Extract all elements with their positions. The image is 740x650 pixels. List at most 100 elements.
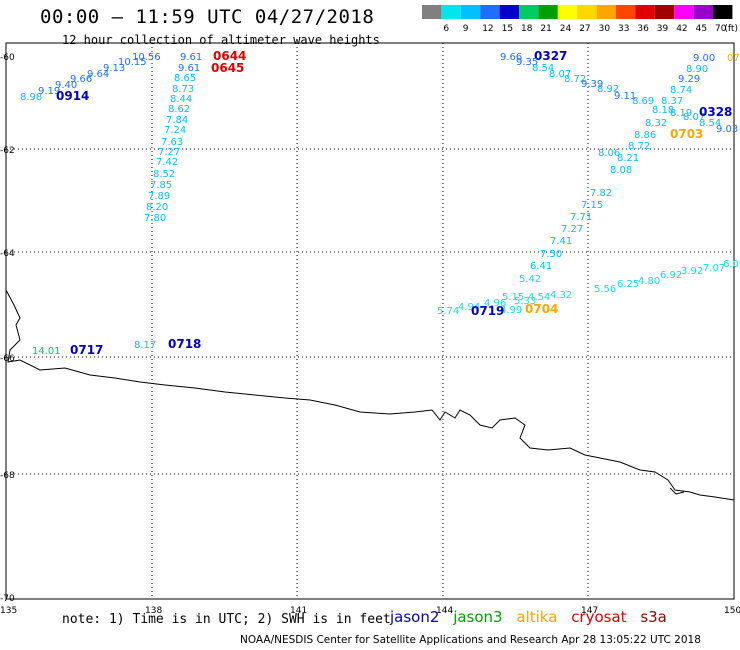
swh-reading: 9.61 bbox=[180, 52, 202, 63]
lon-label: 147 bbox=[581, 606, 598, 616]
swh-reading: 9.11 bbox=[614, 91, 636, 102]
swh-reading: 8.07 bbox=[549, 69, 571, 80]
swh-reading: 7.41 bbox=[550, 236, 572, 247]
swh-reading: 5.15 bbox=[502, 292, 524, 303]
pass-time: 0718 bbox=[168, 337, 201, 351]
color-scale-label: 15 bbox=[502, 24, 513, 34]
color-scale-label: 45 bbox=[696, 24, 707, 34]
swh-reading: 8.72 bbox=[564, 74, 586, 85]
swh-reading: 4.94 bbox=[458, 302, 480, 313]
color-scale-label: 30 bbox=[599, 24, 611, 34]
color-swatch bbox=[674, 5, 694, 19]
color-scale-label: 33 bbox=[618, 24, 629, 34]
pass-time: 0914 bbox=[56, 89, 89, 103]
swh-reading: 9.00 bbox=[693, 53, 715, 64]
swh-reading: 6.92 bbox=[660, 270, 682, 281]
color-swatch bbox=[693, 5, 713, 19]
lat-label: -64 bbox=[0, 249, 15, 259]
swh-reading: 7.85 bbox=[150, 180, 172, 191]
lat-label: -60 bbox=[0, 53, 15, 63]
color-scale-bar: 6 9 12 15 18 21 24 27 30 33 36 39 42 45 70(ft) bbox=[422, 5, 738, 34]
lat-label: -62 bbox=[0, 146, 15, 156]
color-scale-label: 70 bbox=[715, 24, 727, 34]
color-scale-label: 18 bbox=[521, 24, 533, 34]
legend-item-jason2: jason2 bbox=[390, 608, 440, 626]
color-swatch bbox=[519, 5, 539, 19]
color-swatch bbox=[616, 5, 636, 19]
swh-reading: 4.54 bbox=[528, 292, 550, 303]
color-swatch bbox=[441, 5, 461, 19]
swh-reading: 14.01 bbox=[32, 346, 61, 357]
swh-reading: 8.52 bbox=[153, 169, 175, 180]
map-grid bbox=[6, 43, 734, 599]
color-scale-label: 36 bbox=[637, 24, 649, 34]
pass-time: 0645 bbox=[211, 61, 244, 75]
wave-readings: 8.98 9.19 9.40 9.66 9.64 9.13 10.15 10.5… bbox=[20, 49, 740, 357]
footer-credit: NOAA/NESDIS Center for Satellite Applica… bbox=[240, 634, 701, 646]
swh-reading: 5.42 bbox=[519, 274, 541, 285]
swh-reading: 4.80 bbox=[638, 276, 660, 287]
color-swatch bbox=[596, 5, 616, 19]
swh-reading: 9.19 bbox=[38, 86, 60, 97]
swh-reading: 9.40 bbox=[55, 80, 77, 91]
pass-time: 0703 bbox=[670, 127, 703, 141]
swh-reading: 8.73 bbox=[172, 84, 194, 95]
swh-reading: 7.63 bbox=[161, 137, 183, 148]
color-swatch bbox=[422, 5, 442, 19]
longitude-labels: 135 138 141 144 147 150 bbox=[0, 606, 740, 616]
swh-reading: 7.71 bbox=[570, 212, 592, 223]
swh-reading: 7.84 bbox=[166, 115, 188, 126]
swh-reading: 9.66 bbox=[70, 74, 92, 85]
swh-reading: 7.07 bbox=[703, 263, 725, 274]
color-swatch bbox=[635, 5, 655, 19]
color-swatch bbox=[499, 5, 519, 19]
color-scale-label: 42 bbox=[676, 24, 687, 34]
swh-reading: 8.32 bbox=[645, 118, 667, 129]
swh-reading: 6.0 bbox=[723, 259, 739, 270]
pass-time: 0717 bbox=[70, 343, 103, 357]
swh-reading: 10.56 bbox=[132, 52, 161, 63]
antarctic-coastline bbox=[5, 289, 735, 501]
swh-reading: 8.54 bbox=[532, 63, 554, 74]
swh-reading: 5.56 bbox=[594, 284, 616, 295]
swh-reading: 9.39 bbox=[581, 79, 603, 90]
lat-label: -66 bbox=[0, 354, 15, 364]
color-scale-label: 12 bbox=[482, 24, 493, 34]
lat-label: -70 bbox=[0, 594, 15, 604]
swh-reading: 8.06 bbox=[598, 148, 620, 159]
swh-reading: 3.92 bbox=[681, 266, 703, 277]
swh-reading: 9.35 bbox=[516, 57, 538, 68]
color-swatch bbox=[713, 5, 733, 19]
page-subtitle: 12 hour collection of altimeter wave hei… bbox=[62, 33, 380, 47]
swh-reading: 8.69 bbox=[632, 96, 654, 107]
swh-reading: 8.19 bbox=[670, 108, 692, 119]
swh-reading: 7.27 bbox=[561, 224, 583, 235]
swh-reading: 7.80 bbox=[144, 213, 166, 224]
swh-reading: 6.41 bbox=[530, 261, 552, 272]
latitude-labels: -60 -62 -64 -66 -68 -70 bbox=[0, 53, 15, 604]
swh-reading: 8.21 bbox=[617, 153, 639, 164]
swh-reading: 9.03 bbox=[716, 124, 738, 135]
swh-reading: 7.82 bbox=[590, 188, 612, 199]
swh-reading: 07 bbox=[727, 53, 740, 64]
swh-reading: 8.72 bbox=[628, 141, 650, 152]
coast-fragment bbox=[669, 487, 685, 495]
color-scale-label: 6 bbox=[443, 24, 449, 34]
color-scale-swatches bbox=[422, 5, 733, 19]
swh-reading: 8.20 bbox=[146, 202, 168, 213]
page-title: 00:00 – 11:59 UTC 04/27/2018 bbox=[40, 6, 375, 28]
legend-item-altika: altika bbox=[516, 608, 558, 626]
swh-reading: 9.13 bbox=[103, 63, 125, 74]
swh-reading: 7.24 bbox=[164, 125, 186, 136]
lat-label: -68 bbox=[0, 471, 15, 481]
color-swatch bbox=[480, 5, 500, 19]
swh-reading: 9.29 bbox=[678, 74, 700, 85]
legend-item-s3a: s3a bbox=[640, 608, 667, 626]
color-scale-label: 21 bbox=[540, 24, 551, 34]
swh-reading: 8.08 bbox=[610, 165, 632, 176]
lon-label: 135 bbox=[0, 606, 17, 616]
swh-reading: 8.37 bbox=[661, 96, 683, 107]
swh-reading: 7.27 bbox=[158, 147, 180, 158]
pass-time: 0644 bbox=[213, 49, 246, 63]
swh-reading: 9.66 bbox=[500, 52, 522, 63]
